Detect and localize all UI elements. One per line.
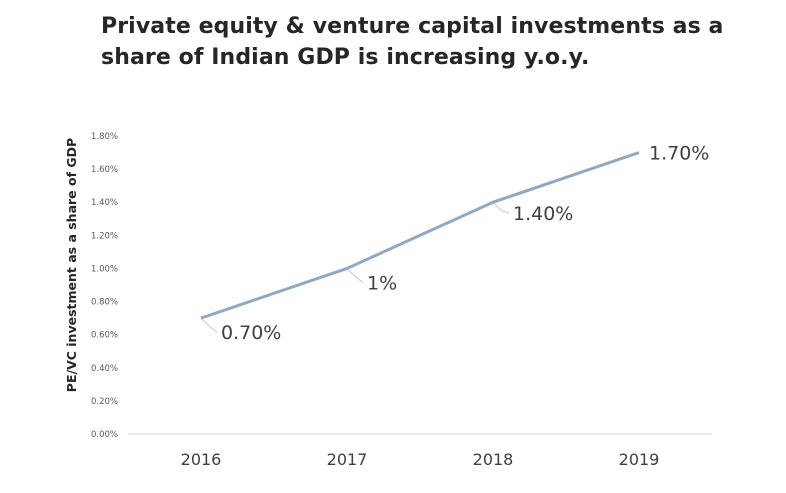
y-tick-label: 1.60% [91, 165, 118, 175]
y-tick-label: 1.20% [91, 231, 118, 241]
data-label: 1% [367, 272, 397, 294]
chart-title: Private equity & venture capital investm… [101, 14, 724, 70]
y-tick-label: 0.00% [91, 430, 118, 440]
y-tick-label: 0.20% [91, 397, 118, 407]
y-tick-label: 1.80% [91, 132, 118, 142]
x-tick-label: 2018 [473, 450, 514, 469]
data-label: 1.40% [513, 203, 573, 225]
data-label-leader [346, 268, 364, 283]
x-tick-label: 2017 [327, 450, 368, 469]
data-label-leaders [200, 201, 510, 333]
y-axis-ticks: 0.00% 0.20% 0.40% 0.60% 0.80% 1.00% 1.20% 1.40%… [91, 132, 118, 440]
y-tick-label: 0.40% [91, 364, 118, 374]
series-line [200, 151, 640, 320]
y-axis-label: PE/VC investment as a share of GDP [64, 138, 79, 392]
y-tick-label: 1.00% [91, 264, 118, 274]
y-tick-label: 1.40% [91, 198, 118, 208]
x-tick-label: 2019 [619, 450, 660, 469]
data-label-leader [492, 201, 510, 214]
data-label: 0.70% [221, 322, 281, 344]
data-labels: 0.70% 1% 1.40% 1.70% [221, 143, 709, 345]
x-tick-label: 2016 [181, 450, 222, 469]
x-axis-ticks: 2016 2017 2018 2019 [181, 450, 660, 469]
data-label: 1.70% [649, 143, 709, 165]
data-label-leader [200, 317, 218, 333]
y-tick-label: 0.60% [91, 331, 118, 341]
y-tick-label: 0.80% [91, 298, 118, 308]
